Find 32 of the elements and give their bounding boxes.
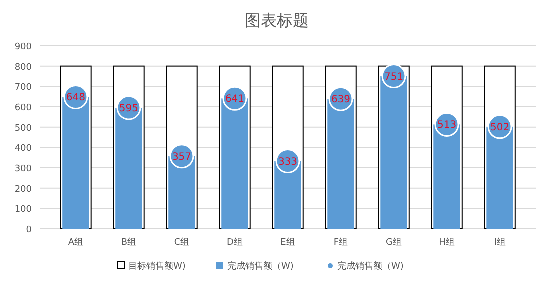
- x-tick-label: C组: [174, 237, 190, 248]
- y-tick-label: 300: [14, 164, 32, 174]
- y-tick-label: 100: [14, 205, 32, 216]
- x-tick-label: E组: [280, 237, 296, 248]
- data-label: 648: [66, 92, 86, 104]
- data-label: 357: [172, 152, 192, 163]
- data-label: 502: [490, 122, 510, 134]
- x-tick-label: F组: [334, 237, 348, 248]
- x-tick-label: A组: [68, 237, 84, 248]
- data-label: 641: [225, 94, 245, 106]
- y-tick-label: 200: [14, 184, 32, 195]
- legend-label: 目标销售额W): [128, 261, 186, 272]
- data-label: 513: [437, 120, 457, 132]
- x-tick-label: G组: [386, 237, 402, 248]
- x-tick-label: D组: [227, 237, 243, 248]
- x-tick-label: I组: [494, 237, 506, 248]
- y-tick-label: 0: [26, 226, 32, 236]
- data-label: 333: [278, 156, 298, 168]
- y-tick-label: 800: [14, 62, 32, 73]
- y-tick-label: 900: [14, 42, 32, 52]
- y-tick-label: 700: [14, 83, 32, 94]
- data-label: 595: [119, 104, 139, 115]
- y-tick-label: 500: [14, 124, 32, 134]
- legend-label: 完成销售额（W): [338, 261, 404, 272]
- y-tick-label: 400: [14, 144, 32, 154]
- y-tick-label: 600: [14, 104, 32, 114]
- data-label: 639: [331, 94, 351, 106]
- x-tick-label: H组: [439, 237, 455, 248]
- x-tick-label: B组: [121, 237, 137, 248]
- data-label: 751: [384, 72, 404, 83]
- chart-title: 图表标题: [245, 11, 309, 30]
- legend-label: 完成销售额（W): [228, 261, 294, 272]
